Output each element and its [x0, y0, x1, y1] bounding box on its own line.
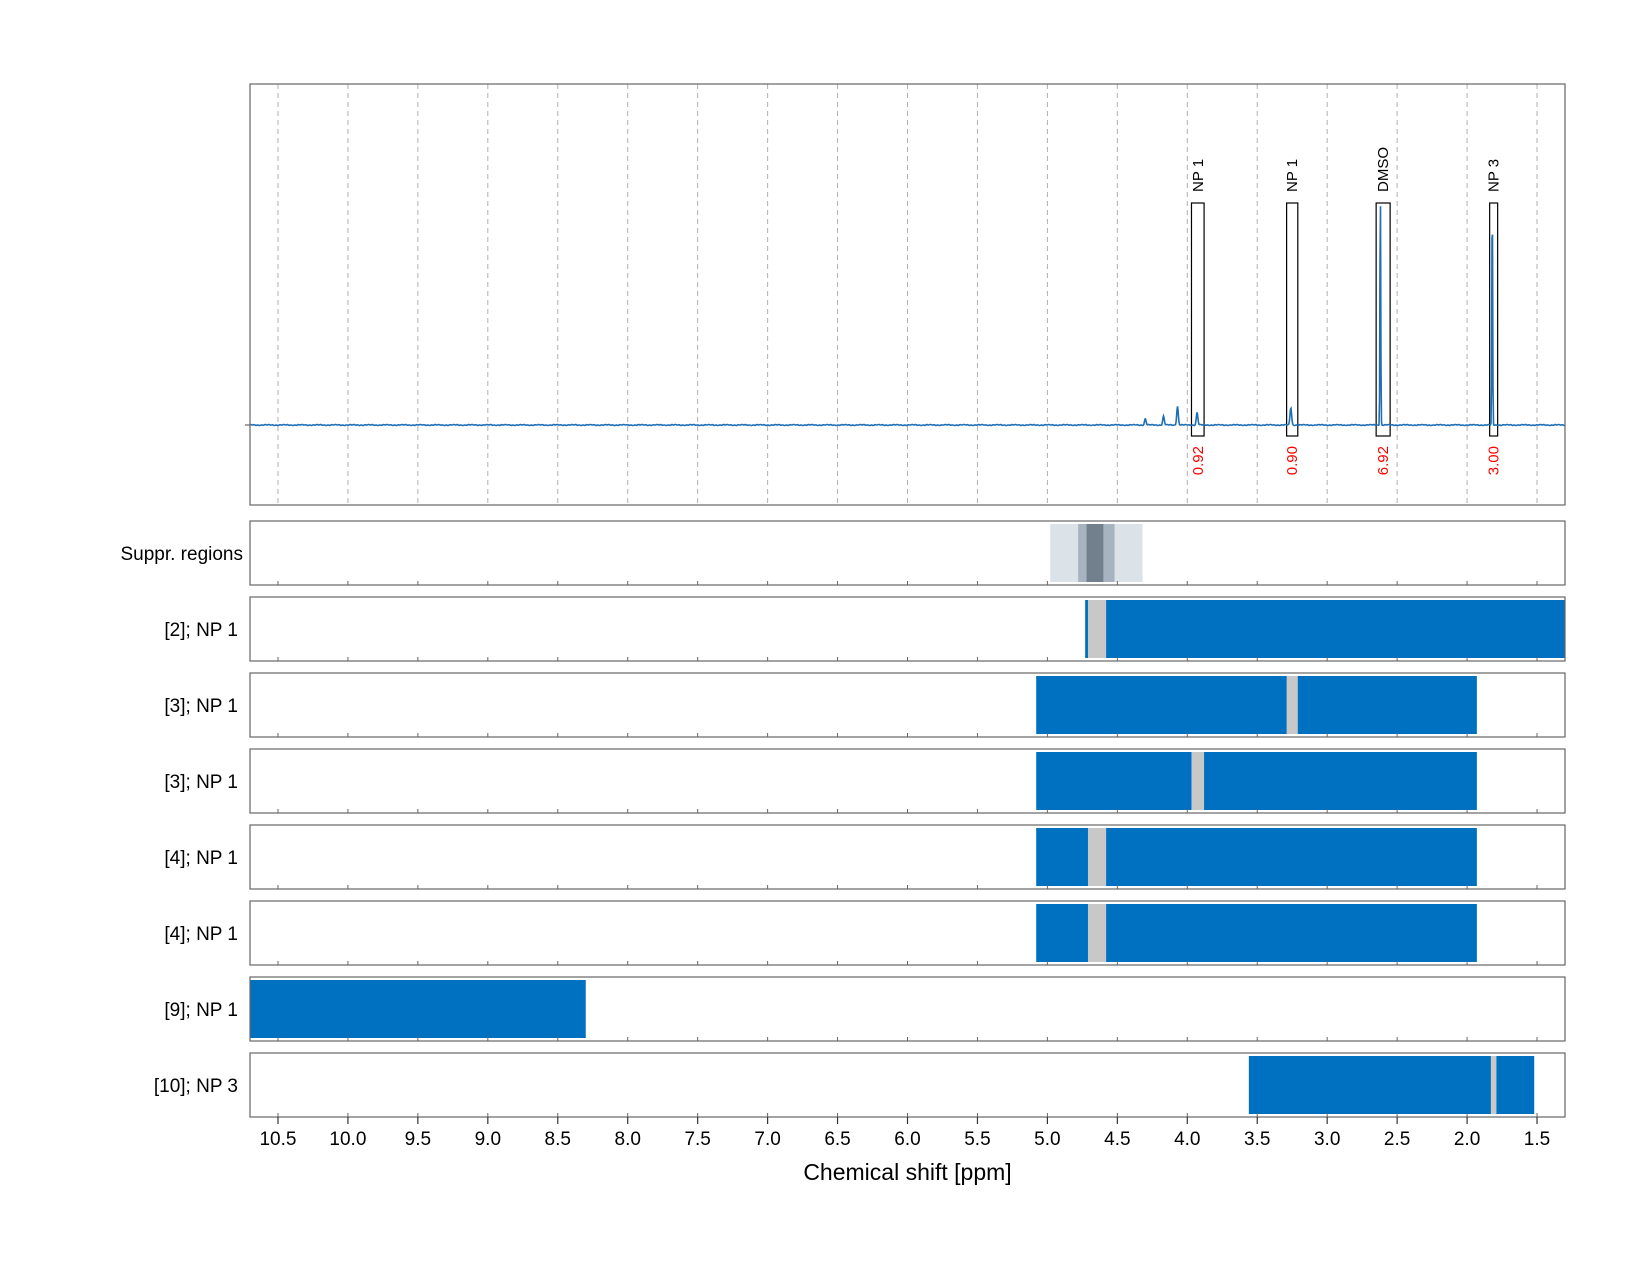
spectrum-frame [249, 83, 1566, 506]
track-gap [1087, 600, 1107, 658]
annotation-label: NP 3 [1486, 159, 1503, 192]
x-tick-label: 8.0 [615, 1129, 641, 1150]
track-row: [3]; NP 1 [164, 672, 1566, 738]
x-tick-label: 6.0 [894, 1129, 920, 1150]
suppression-band [1086, 524, 1104, 582]
x-axis-label: Chemical shift [ppm] [803, 1159, 1011, 1185]
suppressed-regions-row: Suppr. regions [120, 520, 1566, 586]
row-label: [4]; NP 1 [164, 924, 238, 945]
integration-box [1375, 202, 1391, 437]
x-tick-label: 3.0 [1314, 1129, 1340, 1150]
row-label: [9]; NP 1 [164, 1000, 238, 1021]
integration-box [1190, 202, 1205, 437]
x-tick-label: 9.5 [405, 1129, 431, 1150]
x-tick-label: 5.0 [1034, 1129, 1060, 1150]
x-tick-label: 9.0 [475, 1129, 501, 1150]
track-bar [1036, 904, 1477, 962]
row-label: [10]; NP 3 [154, 1076, 238, 1097]
track-bar [1248, 1056, 1535, 1114]
x-tick-label: 2.5 [1384, 1129, 1410, 1150]
x-tick-label: 8.5 [545, 1129, 571, 1150]
row-label: Suppr. regions [120, 544, 243, 565]
x-tick-label: 6.5 [824, 1129, 850, 1150]
x-tick-label: 7.0 [754, 1129, 780, 1150]
integral-value: 3.00 [1486, 446, 1503, 475]
track-bar [1036, 676, 1477, 734]
row-label: [2]; NP 1 [164, 620, 238, 641]
x-tick-label: 10.5 [259, 1129, 296, 1150]
track-row: [4]; NP 1 [164, 900, 1566, 966]
integral-value: 0.90 [1284, 446, 1301, 475]
track-bar [1036, 828, 1477, 886]
track-row: [9]; NP 1 [164, 976, 1566, 1042]
track-bar [1085, 600, 1565, 658]
x-tick-label: 7.5 [684, 1129, 710, 1150]
x-tick-label: 4.5 [1104, 1129, 1130, 1150]
x-tick-label: 3.5 [1244, 1129, 1270, 1150]
x-tick-label: 2.0 [1454, 1129, 1480, 1150]
row-frame [249, 520, 1566, 586]
integral-value: 0.92 [1190, 446, 1207, 475]
track-gap [1087, 828, 1107, 886]
track-gap [1286, 676, 1298, 734]
x-tick-label: 5.5 [964, 1129, 990, 1150]
annotation-label: DMSO [1375, 147, 1392, 192]
x-tick-label: 10.0 [329, 1129, 366, 1150]
track-row: [3]; NP 1 [164, 748, 1566, 814]
row-label: [3]; NP 1 [164, 696, 238, 717]
spectrum-panel: NP 1 0.92 NP 1 0.90 DMSO 6.92 NP 3 3.00 [245, 83, 1566, 506]
row-label: [3]; NP 1 [164, 772, 238, 793]
track-row: [4]; NP 1 [164, 824, 1566, 890]
x-tick-label: 4.0 [1174, 1129, 1200, 1150]
x-axis: 10.5 10.0 9.5 9.0 8.5 8.0 7.5 7.0 6.5 6.0 5.5 5.0 4.… [259, 1117, 1550, 1185]
track-bar [250, 980, 586, 1038]
track-gap [1087, 904, 1107, 962]
row-label: [4]; NP 1 [164, 848, 238, 869]
integration-box [1489, 202, 1499, 437]
spectrum-line [250, 206, 1566, 427]
integral-value: 6.92 [1375, 446, 1392, 475]
track-bar [1036, 752, 1477, 810]
x-tick-label: 1.5 [1524, 1129, 1550, 1150]
integration-box [1286, 202, 1299, 437]
track-row: [10]; NP 3 [154, 1052, 1566, 1118]
track-gap [1490, 1056, 1497, 1114]
annotation-label: NP 1 [1284, 159, 1301, 192]
track-row: [2]; NP 1 [164, 596, 1566, 662]
track-gap [1191, 752, 1205, 810]
annotation-label: NP 1 [1190, 159, 1207, 192]
